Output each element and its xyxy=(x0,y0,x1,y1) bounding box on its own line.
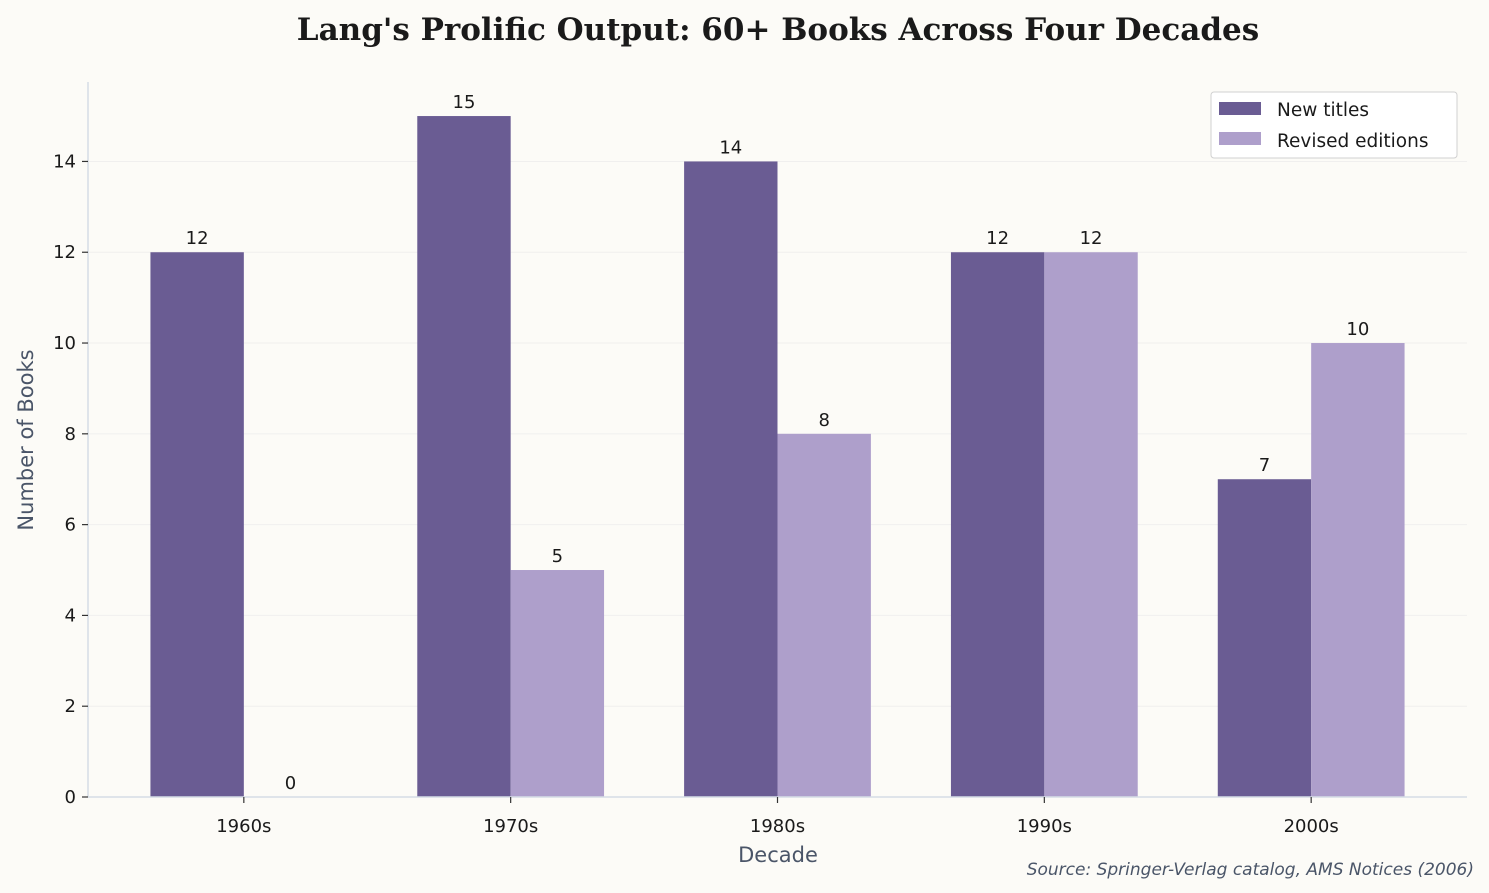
y-tick-label: 0 xyxy=(65,787,76,808)
legend-swatch-new-titles xyxy=(1219,102,1261,115)
x-tick-label: 1960s xyxy=(216,816,271,837)
bar-value-label: 7 xyxy=(1259,455,1270,476)
bar-revised-editions xyxy=(510,570,605,797)
x-tick-label: 1970s xyxy=(483,816,538,837)
legend-label-revised-editions: Revised editions xyxy=(1277,131,1428,152)
y-tick-label: 12 xyxy=(53,242,76,263)
bar-value-label: 12 xyxy=(986,228,1009,249)
bar-value-label: 5 xyxy=(552,546,563,567)
bar-new-titles xyxy=(950,252,1045,797)
bar-revised-editions xyxy=(777,433,871,797)
bar-revised-editions xyxy=(1311,343,1405,797)
y-tick-label: 4 xyxy=(65,605,76,626)
x-ticks: 1960s 1970s 1980s 1990s 2000s xyxy=(216,797,1339,837)
value-labels: 12 0 15 5 14 8 12 12 7 10 xyxy=(186,92,1370,794)
bars xyxy=(150,116,1405,798)
y-tick-label: 6 xyxy=(65,515,76,536)
bar-new-titles xyxy=(417,116,511,798)
bar-value-label: 12 xyxy=(186,228,209,249)
x-axis-label: Decade xyxy=(738,843,818,867)
bar-value-label: 14 xyxy=(719,137,742,158)
y-tick-label: 2 xyxy=(65,696,76,717)
y-axis-label: Number of Books xyxy=(14,349,38,530)
y-tick-label: 10 xyxy=(53,333,76,354)
bar-value-label: 10 xyxy=(1346,319,1369,340)
legend-label-new-titles: New titles xyxy=(1277,100,1369,121)
bar-new-titles xyxy=(1217,479,1312,797)
bar-new-titles xyxy=(150,252,244,797)
x-tick-label: 1980s xyxy=(750,816,805,837)
source-note: Source: Springer-Verlag catalog, AMS Not… xyxy=(1027,860,1474,880)
legend-box xyxy=(1210,91,1458,159)
bar-value-label: 12 xyxy=(1080,228,1103,249)
x-tick-label: 2000s xyxy=(1284,816,1339,837)
bar-new-titles xyxy=(684,161,778,797)
legend: New titles Revised editions xyxy=(1210,91,1458,159)
chart-title: Lang's Prolific Output: 60+ Books Across… xyxy=(297,12,1259,48)
bar-value-label: 15 xyxy=(453,92,476,113)
y-tick-label: 8 xyxy=(65,424,76,445)
y-ticks: 0 2 4 6 8 10 12 14 xyxy=(53,151,88,808)
bar-revised-editions xyxy=(1044,252,1138,797)
bar-value-label: 0 xyxy=(285,773,296,794)
x-tick-label: 1990s xyxy=(1017,816,1072,837)
legend-swatch-revised-editions xyxy=(1219,132,1261,145)
bar-value-label: 8 xyxy=(818,410,829,431)
y-tick-label: 14 xyxy=(53,151,76,172)
